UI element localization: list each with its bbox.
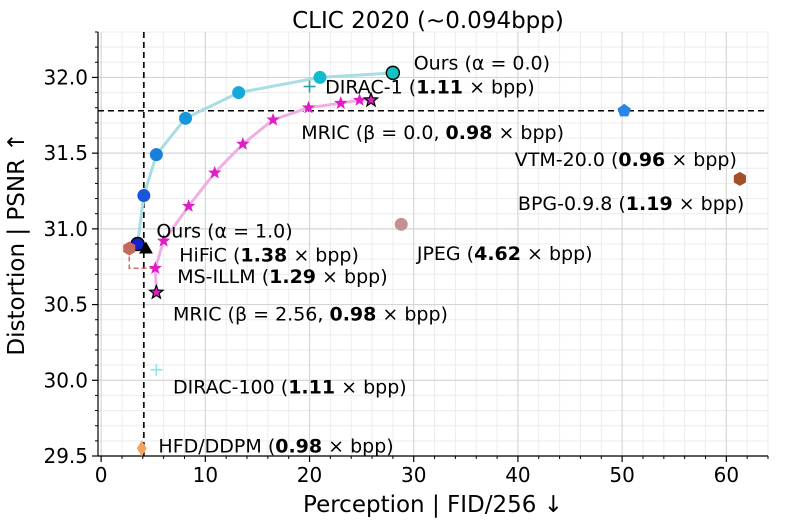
ours-point [385, 65, 401, 81]
jpeg-point [394, 217, 408, 231]
ms-illm-point [123, 241, 136, 256]
ms-illm-connector [128, 248, 155, 269]
annotations: Ours (α = 0.0) DIRAC-1 (1.11 × bpp) MRIC (… [156, 52, 744, 457]
x-tick-label: 20 [297, 463, 322, 487]
x-tick-label: 0 [95, 463, 108, 487]
annotation-label: DIRAC-100 (1.11 × bpp) [173, 376, 407, 398]
mric-point [208, 165, 222, 179]
ours-point [137, 189, 151, 203]
annotation-label: Ours (α = 1.0) [156, 220, 292, 242]
annotation-label: HiFiC (1.38 × bpp) [179, 245, 359, 267]
annotation-label: VTM-20.0 (0.96 × bpp) [515, 149, 737, 171]
y-tick-label: 31.0 [43, 217, 88, 241]
annotation-label: DIRAC-1 (1.11 × bpp) [325, 77, 534, 99]
annotation-label: MRIC (β = 2.56, 0.98 × bpp) [173, 304, 448, 326]
minor-grid [98, 31, 769, 456]
annotation-label: JPEG (4.62 × bpp) [416, 243, 593, 265]
y-axis-label: Distortion | PSNR ↑ [4, 132, 30, 355]
ours-point [179, 111, 193, 125]
mric-endpoint-point [362, 91, 380, 108]
annotation-label: BPG-0.9.8 (1.19 × bpp) [518, 193, 744, 215]
y-tick-label: 32.0 [43, 65, 88, 89]
chart-title: CLIC 2020 (~0.094bpp) [292, 8, 564, 34]
x-tick-label: 10 [193, 463, 218, 487]
ours-point [149, 148, 163, 162]
annotation-label: Ours (α = 0.0) [414, 52, 550, 74]
annotation-label: MRIC (β = 0.0, 0.98 × bpp) [301, 122, 564, 144]
ours-point [313, 70, 327, 84]
ours-point [232, 86, 246, 100]
mric-point [301, 100, 316, 114]
x-tick-label: 50 [609, 463, 634, 487]
y-tick-label: 30.0 [43, 368, 88, 392]
x-tick-label: 30 [401, 463, 426, 487]
vtm-20-0-point [617, 103, 631, 117]
x-axis-label: Perception | FID/256 ↓ [303, 492, 563, 518]
mric-point [182, 199, 196, 212]
bpg-0-9-8-point [733, 171, 746, 186]
x-tick-label: 60 [714, 463, 739, 487]
hfd-ddpm-point [136, 440, 147, 457]
y-tick-label: 29.5 [43, 444, 88, 468]
hific-point [139, 241, 153, 254]
mric-point [148, 261, 162, 274]
mric-point [352, 93, 367, 106]
mric-endpoint-point [148, 283, 165, 300]
mric-point [156, 233, 171, 247]
y-tick-label: 30.5 [43, 293, 88, 317]
data-markers [123, 65, 746, 457]
y-tick-label: 31.5 [43, 141, 88, 165]
mric-point [236, 137, 250, 150]
annotation-label: MS-ILLM (1.29 × bpp) [177, 266, 387, 288]
mric-point [266, 112, 280, 126]
x-tick-label: 40 [505, 463, 530, 487]
mric-point [334, 96, 348, 109]
annotation-label: HFD/DDPM (0.98 × bpp) [158, 435, 393, 457]
axes: 0 10 20 30 40 50 60 29.5 30.0 30.5 31.0 31.5 32.0 [43, 31, 769, 487]
